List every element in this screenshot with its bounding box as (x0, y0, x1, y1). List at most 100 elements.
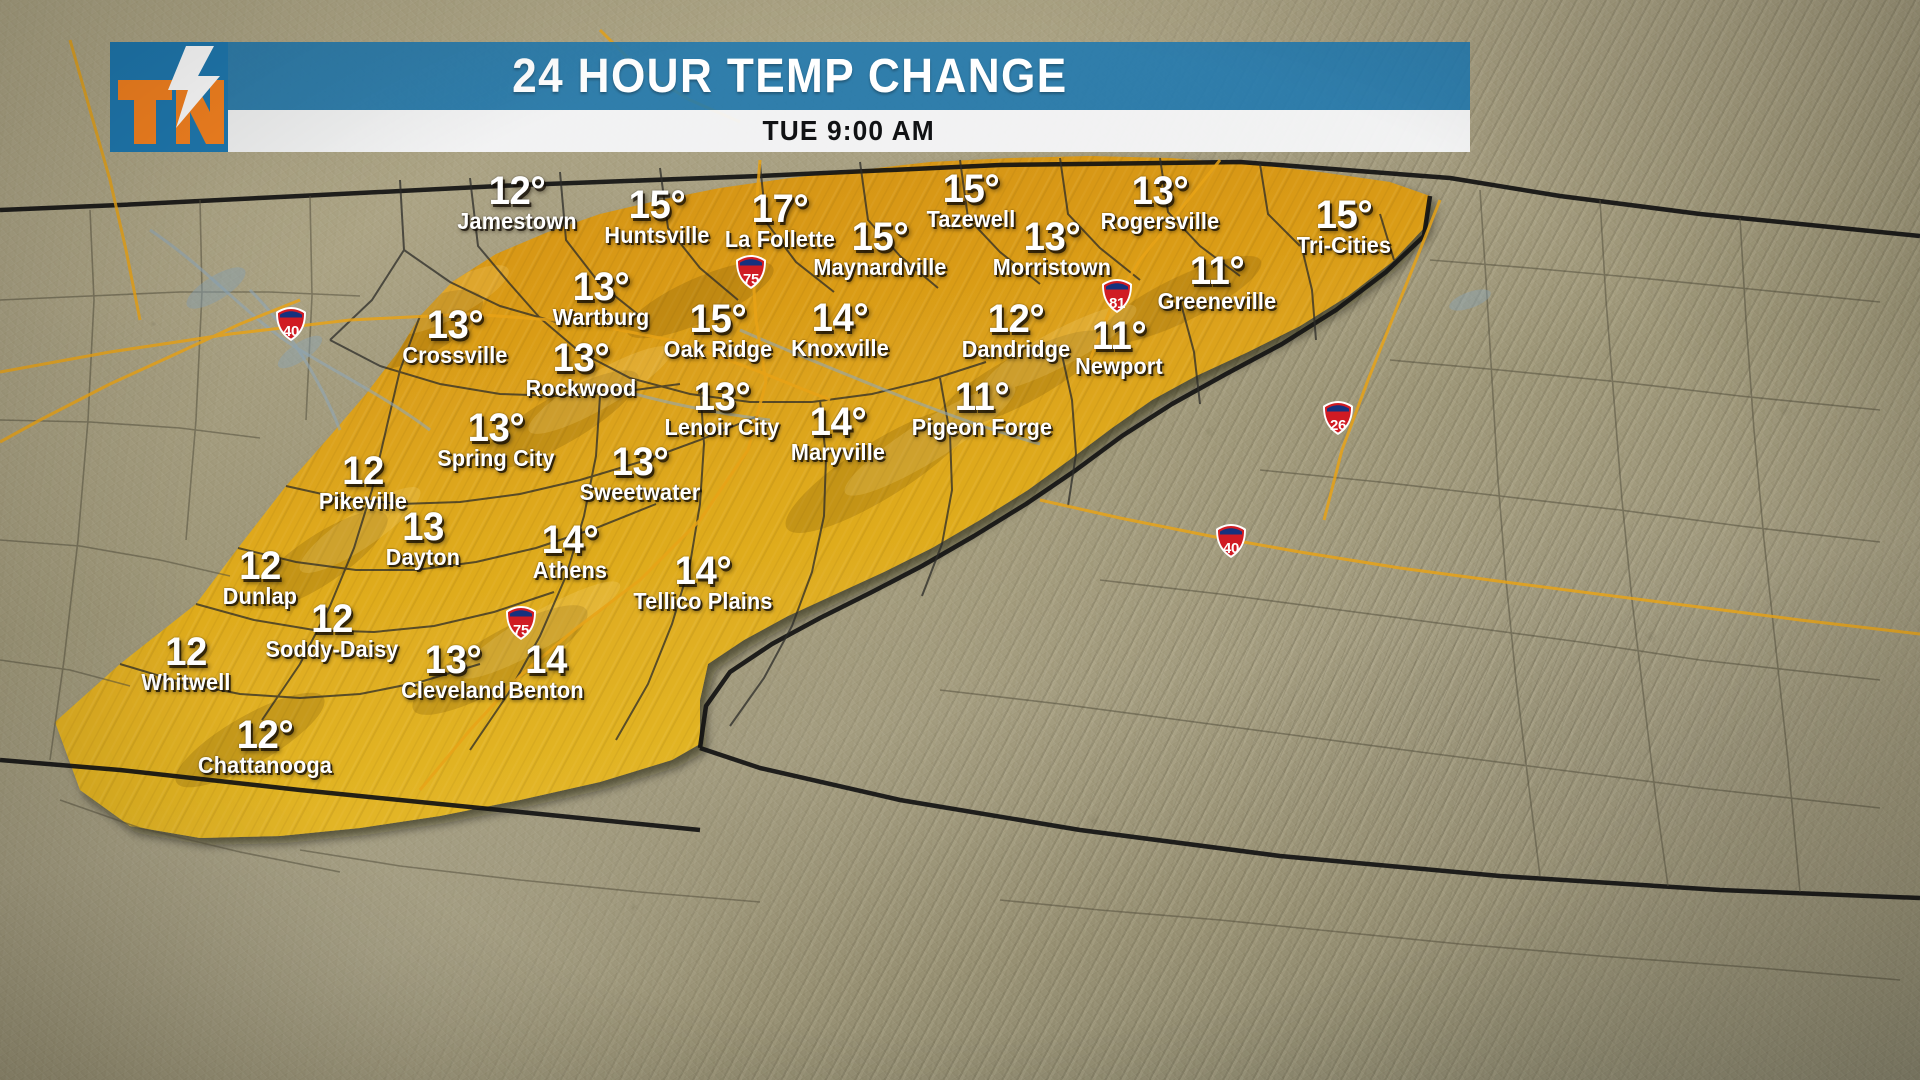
city-name: Whitwell (141, 669, 231, 696)
forecast-timestamp: TUE 9:00 AM (762, 115, 936, 146)
city-temp-label: 15° Tri-Cities (1294, 193, 1394, 259)
city-name: Crossville (402, 342, 508, 369)
temperature-value: 13° (611, 440, 669, 484)
temperature-value: 13° (1023, 215, 1081, 259)
city-name: Pigeon Forge (911, 414, 1053, 441)
city-temp-label: 15° Oak Ridge (660, 299, 776, 363)
city-name: Oak Ridge (663, 336, 773, 363)
tn-weather-logo[interactable] (110, 42, 228, 152)
city-name: Sweetwater (579, 479, 701, 506)
interstate-number: 81 (1108, 295, 1126, 312)
temperature-value: 13° (693, 375, 751, 419)
shield-glyph (506, 606, 536, 640)
temperature-value: 13° (552, 336, 610, 380)
city-temp-label: 14° Knoxville (788, 296, 892, 362)
temperature-value: 12 (311, 597, 353, 641)
city-name: Rockwood (525, 375, 637, 402)
interstate-shield-icon: 75 (734, 254, 768, 290)
city-name: Jamestown (457, 208, 577, 235)
city-name: Dayton (385, 544, 461, 571)
city-temp-label: 13° Lenoir City (661, 375, 783, 441)
title-bar: 24 HOUR TEMP CHANGE (110, 42, 1470, 110)
shield-glyph (1323, 401, 1353, 435)
city-temp-label: 13° Cleveland (398, 638, 508, 704)
city-temp-label: 14° Tellico Plains (629, 549, 777, 613)
city-name: Spring City (437, 445, 555, 472)
city-temp-label: 11° Pigeon Forge (907, 375, 1056, 441)
temperature-value: 12° (987, 297, 1045, 341)
page-title: 24 HOUR TEMP CHANGE (512, 49, 1068, 103)
temperature-value: 14° (541, 518, 599, 562)
interstate-number: 40 (1222, 540, 1240, 557)
city-temp-label: 14° Maryville (788, 400, 888, 464)
city-temp-label: 15° Huntsville (601, 183, 713, 247)
city-name: Tazewell (926, 206, 1016, 233)
temperature-value: 13 (402, 505, 444, 549)
temperature-value: 14 (525, 638, 567, 682)
temperature-value: 13° (1131, 169, 1189, 213)
city-temp-label: 11° Greeneville (1154, 249, 1280, 313)
temperature-value: 17° (751, 187, 809, 231)
city-temp-label: 11° Newport (1072, 316, 1165, 380)
city-name: Athens (532, 557, 608, 584)
temperature-value: 12 (165, 630, 207, 674)
city-temp-label: 14° Athens (530, 518, 609, 584)
city-temp-label: 12° Chattanooga (194, 713, 337, 777)
city-name: Cleveland (401, 677, 505, 704)
city-temp-label: 13° Rockwood (522, 336, 640, 402)
city-name: Wartburg (552, 304, 650, 331)
city-temp-label: 13° Morristown (989, 215, 1115, 281)
interstate-shield-icon: 40 (274, 306, 308, 342)
temperature-value: 11° (1189, 249, 1245, 293)
temperature-value: 12° (236, 713, 294, 757)
temperature-value: 14° (811, 296, 869, 340)
city-name: Maynardville (813, 254, 947, 281)
temperature-value: 12 (342, 449, 384, 493)
city-temp-label: 17° La Follette (721, 187, 838, 253)
temperature-value: 13° (467, 406, 525, 450)
city-temp-label: 12 Pikeville (316, 449, 410, 513)
city-temp-label: 13° Wartburg (550, 265, 653, 331)
city-name: Lenoir City (664, 414, 780, 441)
temperature-value: 12 (239, 544, 281, 588)
temperature-value: 15° (1315, 193, 1373, 237)
temperature-value: 15° (628, 183, 686, 227)
city-name: La Follette (724, 226, 836, 253)
interstate-shield-icon: 81 (1100, 278, 1134, 314)
city-temp-label: 13° Crossville (399, 303, 511, 369)
interstate-number: 75 (742, 271, 760, 288)
city-temp-label: 12 Soddy-Daisy (261, 597, 403, 661)
city-name: Tri-Cities (1296, 232, 1392, 259)
city-temp-label: 14 Benton (506, 638, 586, 702)
city-temp-label: 13 Dayton (383, 505, 462, 571)
temperature-value: 15° (851, 215, 909, 259)
temperature-value: 11° (954, 375, 1010, 419)
city-temp-label: 12 Whitwell (139, 630, 234, 696)
temperature-value: 13° (572, 265, 630, 309)
interstate-shield-icon: 26 (1321, 400, 1355, 436)
shield-glyph (736, 255, 766, 289)
city-name: Rogersville (1100, 208, 1220, 235)
interstate-number: 75 (512, 622, 530, 639)
temperature-value: 13° (426, 303, 484, 347)
city-name: Newport (1075, 353, 1163, 380)
interstate-number: 40 (282, 323, 300, 340)
city-name: Knoxville (791, 335, 889, 362)
city-temp-label: 13° Spring City (434, 406, 559, 472)
city-temp-label: 13° Rogersville (1097, 169, 1223, 235)
city-temp-label: 12° Jamestown (453, 169, 580, 235)
temperature-value: 12° (488, 169, 546, 213)
city-name: Morristown (992, 254, 1112, 281)
temperature-value: 14° (674, 549, 732, 593)
shield-glyph (1102, 279, 1132, 313)
temperature-value: 15° (942, 167, 1000, 211)
city-temp-label: 12° Dandridge (958, 297, 1074, 361)
temperature-value: 14° (809, 400, 867, 444)
temperature-value: 13° (424, 638, 482, 682)
city-name: Dunlap (222, 583, 298, 610)
shield-glyph (276, 307, 306, 341)
city-temp-label: 15° Maynardville (809, 215, 951, 281)
